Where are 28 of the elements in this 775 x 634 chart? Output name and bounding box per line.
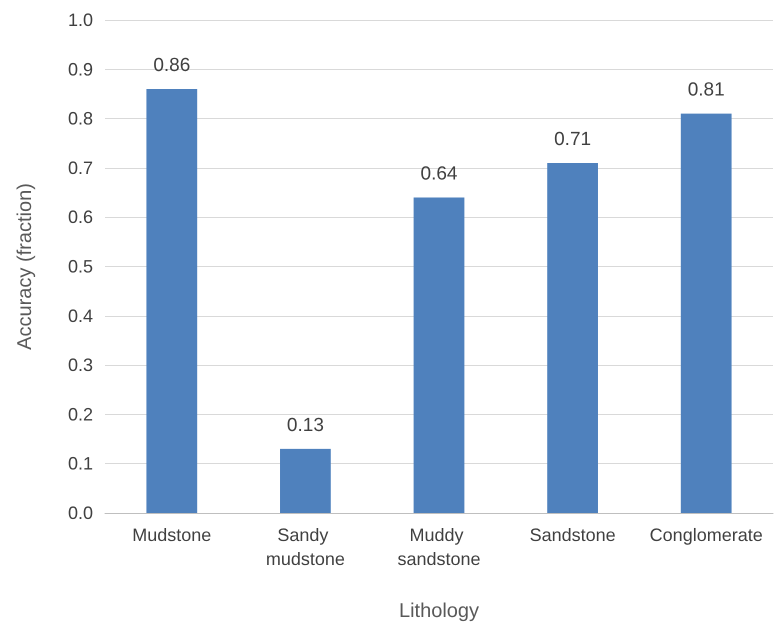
bar — [280, 448, 331, 513]
data-label: 0.13 — [286, 414, 324, 436]
data-label: 0.64 — [420, 163, 458, 184]
text: 0.0 — [68, 503, 93, 523]
x-axis-title: Lithology — [398, 600, 480, 622]
bar — [680, 114, 732, 513]
bar — [146, 89, 198, 513]
x-tick-label: Sandy mudstone — [266, 525, 345, 569]
data-label: 0.81 — [688, 80, 725, 101]
bar — [547, 162, 598, 513]
bar — [414, 197, 464, 513]
x-tick-label: Conglomerate — [650, 525, 763, 545]
x-tick-label: Mudstone — [132, 525, 212, 545]
text: 1.0 — [68, 10, 93, 30]
x-tick-label: Muddy sandstone — [397, 525, 481, 569]
text: 0.5 — [68, 256, 93, 276]
text: 0.3 — [68, 355, 93, 376]
text: 0.2 — [68, 404, 93, 424]
text: 0.8 — [68, 108, 93, 129]
data-label: 0.71 — [554, 128, 592, 150]
text: 0.9 — [68, 59, 93, 80]
data-label: 0.86 — [153, 55, 190, 76]
text: 0.4 — [68, 306, 93, 326]
y-axis-title: Accuracy (fraction) — [14, 183, 36, 350]
text: 0.6 — [68, 207, 93, 228]
text: 0.1 — [68, 454, 93, 474]
text: 0.7 — [68, 158, 93, 178]
x-tick-label: Sandstone — [530, 525, 616, 545]
